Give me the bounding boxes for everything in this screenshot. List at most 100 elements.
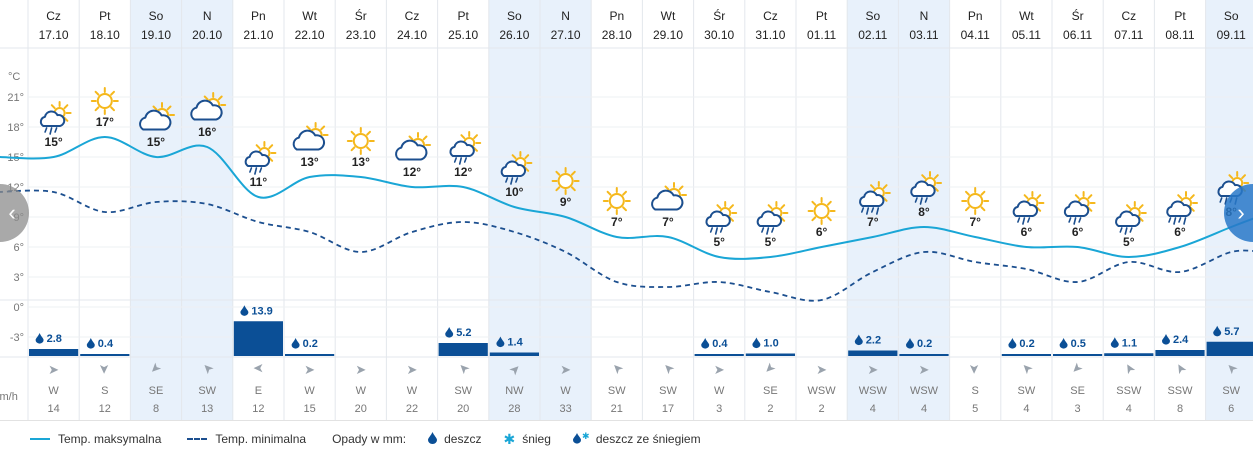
wind-direction-arrow-icon: ➤ xyxy=(919,362,930,377)
rain-streak xyxy=(719,227,724,233)
legend-precip-title: Opady w mm: xyxy=(332,432,407,446)
raindrop-icon xyxy=(428,432,438,446)
svg-text:✱: ✱ xyxy=(582,432,589,442)
chart-legend: Temp. maksymalna Temp. minimalna Opady w… xyxy=(0,420,1253,457)
precip-bar xyxy=(1104,353,1154,356)
weekend-column-bg xyxy=(898,0,950,420)
sun-ray xyxy=(870,184,875,190)
max-temp-label: 7° xyxy=(611,215,623,229)
sun-cloud-rain-icon xyxy=(39,101,72,135)
sun-ray xyxy=(1074,194,1080,200)
raindrop-icon xyxy=(445,327,454,338)
rain-streak xyxy=(860,207,865,213)
sun-ray xyxy=(767,204,773,210)
sun-ray xyxy=(1241,174,1246,180)
rain-streak xyxy=(1178,217,1182,223)
sun-icon xyxy=(602,187,631,215)
max-temp-label: 5° xyxy=(713,235,725,249)
sun-ray xyxy=(1023,194,1029,200)
sun-cloud-icon xyxy=(292,122,329,151)
day-name: Cz xyxy=(405,9,420,23)
wind-direction-arrow-icon: ➤ xyxy=(1171,360,1189,377)
precip-label: 1.4 xyxy=(507,337,523,349)
wind-direction-label: W xyxy=(48,385,59,397)
legend-min-label: Temp. minimalna xyxy=(215,432,307,446)
wind-speed-label: 17 xyxy=(662,403,674,415)
sun-ray xyxy=(780,204,786,210)
wind-speed-label: 6 xyxy=(1228,403,1234,415)
precip-bar xyxy=(745,353,795,356)
day-date: 01.11 xyxy=(807,28,836,42)
sun-ray xyxy=(570,170,576,176)
max-temp-label: 16° xyxy=(198,125,216,139)
sun-ray xyxy=(921,174,927,180)
precip-bar xyxy=(848,350,898,356)
sun-ray xyxy=(255,144,261,150)
raindrop-icon xyxy=(496,336,505,348)
max-temp-label: 12° xyxy=(403,165,421,179)
sun-ray xyxy=(933,186,939,192)
day-date: 27.10 xyxy=(551,28,581,42)
rain-streak xyxy=(924,197,928,203)
rain-streak xyxy=(875,207,880,215)
rain-streak xyxy=(249,167,253,173)
wind-direction-arrow-icon: ➤ xyxy=(608,359,626,377)
rain-streak xyxy=(259,167,263,173)
sun-ray xyxy=(1177,194,1183,200)
wind-direction-arrow-icon: ➤ xyxy=(304,362,315,377)
sun-cloud-rain-icon xyxy=(244,141,277,175)
max-temp-label: 15° xyxy=(147,135,165,149)
raindrop-icon xyxy=(752,337,761,349)
sun-ray xyxy=(1036,206,1042,212)
day-name: N xyxy=(203,9,212,23)
min-temp-series-line xyxy=(0,189,1253,302)
sun-cloud-heavy-rain-icon xyxy=(859,181,891,215)
sun-ray xyxy=(408,135,414,141)
wind-direction-arrow-icon: ➤ xyxy=(97,364,112,375)
wind-direction-label: E xyxy=(255,385,262,397)
sun-ray xyxy=(320,125,326,131)
day-date: 31.10 xyxy=(755,28,785,42)
rain-streak xyxy=(254,167,258,175)
rain-streak xyxy=(1068,217,1072,223)
precip-bar xyxy=(233,321,283,356)
cloud-glyph xyxy=(1012,200,1039,217)
precip-bar xyxy=(285,354,335,356)
sun-ray xyxy=(94,106,100,112)
day-name: Pn xyxy=(609,9,624,23)
sun-ray xyxy=(110,90,115,96)
sun-glyph xyxy=(551,167,580,195)
wind-speed-label: 8 xyxy=(153,403,159,415)
wind-direction-label: S xyxy=(972,385,979,397)
day-name: Wt xyxy=(1019,9,1034,23)
rain-streak xyxy=(1027,217,1031,223)
rain-streak xyxy=(766,227,770,235)
wind-direction-label: S xyxy=(101,385,108,397)
sun-ray xyxy=(1138,204,1144,210)
day-date: 07.11 xyxy=(1114,28,1143,42)
sun-ray xyxy=(1189,206,1195,212)
sun-cloud-rain-icon xyxy=(449,131,482,165)
rain-streak xyxy=(919,197,923,205)
wind-direction-arrow-icon: ➤ xyxy=(867,362,878,377)
sun-glyph xyxy=(346,127,375,155)
cloud-glyph xyxy=(651,189,684,211)
solid-line-swatch xyxy=(30,438,50,440)
sun-ray xyxy=(570,186,576,192)
wind-speed-label: 12 xyxy=(99,403,111,415)
wind-speed-label: 3 xyxy=(716,403,722,415)
sun-ray xyxy=(511,154,517,160)
raindrop-icon xyxy=(35,333,44,344)
sun-ray xyxy=(826,216,832,222)
wind-direction-label: SSW xyxy=(1167,385,1193,397)
sun-ray xyxy=(678,185,684,191)
wind-direction-arrow-icon: ➤ xyxy=(1018,359,1036,377)
sun-ray xyxy=(1087,206,1093,212)
rain-streak xyxy=(865,207,870,215)
max-temp-label: 17° xyxy=(96,115,114,129)
day-date: 08.11 xyxy=(1165,28,1194,42)
day-date: 04.11 xyxy=(961,28,990,42)
day-date: 24.10 xyxy=(397,28,427,42)
sun-icon xyxy=(346,127,375,155)
wind-speed-label: 4 xyxy=(921,403,927,415)
